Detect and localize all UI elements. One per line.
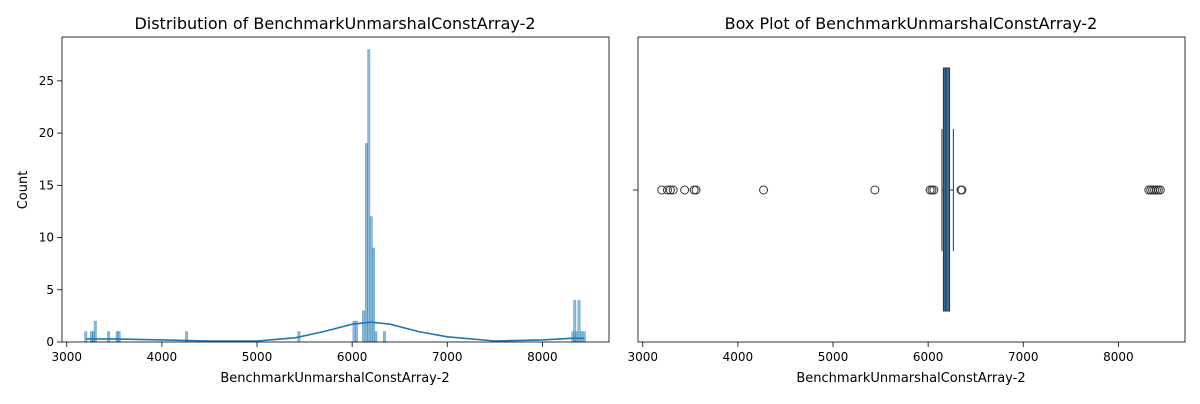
outlier-point bbox=[929, 185, 939, 195]
x-tick-label: 6000 bbox=[337, 350, 368, 364]
histogram-bar bbox=[362, 310, 366, 343]
boxplot-axes-frame bbox=[637, 36, 1186, 343]
histogram-bar bbox=[579, 331, 583, 343]
outlier-point bbox=[662, 185, 672, 195]
histogram-bar bbox=[84, 331, 88, 343]
boxplot-outliers bbox=[657, 185, 1165, 195]
boxplot-x-ticks: 3000 4000 5000 6000 7000 8000 bbox=[627, 342, 1134, 364]
outlier-point bbox=[689, 185, 699, 195]
y-tick-label: 5 bbox=[46, 283, 54, 297]
boxplot-x-axis-label: BenchmarkUnmarshalConstArray-2 bbox=[796, 371, 1025, 386]
outlier-point bbox=[665, 185, 675, 195]
histogram-bar bbox=[367, 49, 371, 343]
kde-line bbox=[85, 321, 585, 342]
y-tick-label: 0 bbox=[46, 335, 54, 349]
x-tick-label: 4000 bbox=[723, 350, 754, 364]
outlier-point bbox=[1155, 185, 1165, 195]
outlier-point bbox=[657, 185, 667, 195]
histogram-bar bbox=[364, 143, 368, 343]
histogram-x-axis-label: BenchmarkUnmarshalConstArray-2 bbox=[220, 371, 449, 386]
y-tick-label: 10 bbox=[39, 231, 54, 245]
histogram-panel: Distribution of BenchmarkUnmarshalConstA… bbox=[16, 14, 610, 386]
outlier-point bbox=[691, 185, 701, 195]
histogram-y-axis-label: Count bbox=[16, 171, 31, 210]
x-tick-label: 6000 bbox=[913, 350, 944, 364]
outlier-point bbox=[680, 185, 690, 195]
histogram-bar bbox=[372, 247, 375, 343]
outlier-point bbox=[759, 185, 769, 195]
outlier-point bbox=[927, 185, 937, 195]
histogram-bar bbox=[383, 331, 386, 343]
x-tick-label: 7000 bbox=[432, 350, 463, 364]
boxplot-box bbox=[941, 67, 954, 312]
boxplot-panel: Box Plot of BenchmarkUnmarshalConstArray… bbox=[627, 14, 1186, 386]
histogram-bar bbox=[374, 331, 378, 343]
y-tick-label: 20 bbox=[39, 126, 54, 140]
x-tick-label: 7000 bbox=[1008, 350, 1039, 364]
y-tick-label: 25 bbox=[39, 74, 54, 88]
y-tick-label: 15 bbox=[39, 178, 54, 192]
outlier-point bbox=[668, 185, 678, 195]
histogram-y-ticks: 0 5 10 15 20 25 bbox=[39, 74, 62, 349]
histogram-bar bbox=[575, 331, 579, 343]
x-tick-label: 8000 bbox=[527, 350, 558, 364]
x-tick-label: 5000 bbox=[818, 350, 849, 364]
outlier-point bbox=[957, 185, 967, 195]
histogram-axes-frame bbox=[61, 36, 610, 343]
histogram-bars bbox=[84, 49, 586, 343]
histogram-x-ticks: 3000 4000 5000 6000 7000 8000 bbox=[51, 342, 558, 364]
x-tick-label: 5000 bbox=[242, 350, 273, 364]
x-tick-label: 3000 bbox=[627, 350, 658, 364]
boxplot-title: Box Plot of BenchmarkUnmarshalConstArray… bbox=[725, 14, 1098, 33]
histogram-bar bbox=[577, 299, 581, 343]
x-tick-label: 8000 bbox=[1103, 350, 1134, 364]
x-tick-label: 3000 bbox=[51, 350, 82, 364]
histogram-title: Distribution of BenchmarkUnmarshalConstA… bbox=[134, 14, 535, 33]
histogram-bar bbox=[582, 331, 586, 343]
interquartile-box bbox=[942, 67, 951, 312]
histogram-bar bbox=[107, 331, 111, 343]
histogram-bar bbox=[117, 331, 121, 343]
histogram-bar bbox=[369, 216, 373, 343]
x-tick-label: 4000 bbox=[147, 350, 178, 364]
outlier-point bbox=[870, 185, 880, 195]
